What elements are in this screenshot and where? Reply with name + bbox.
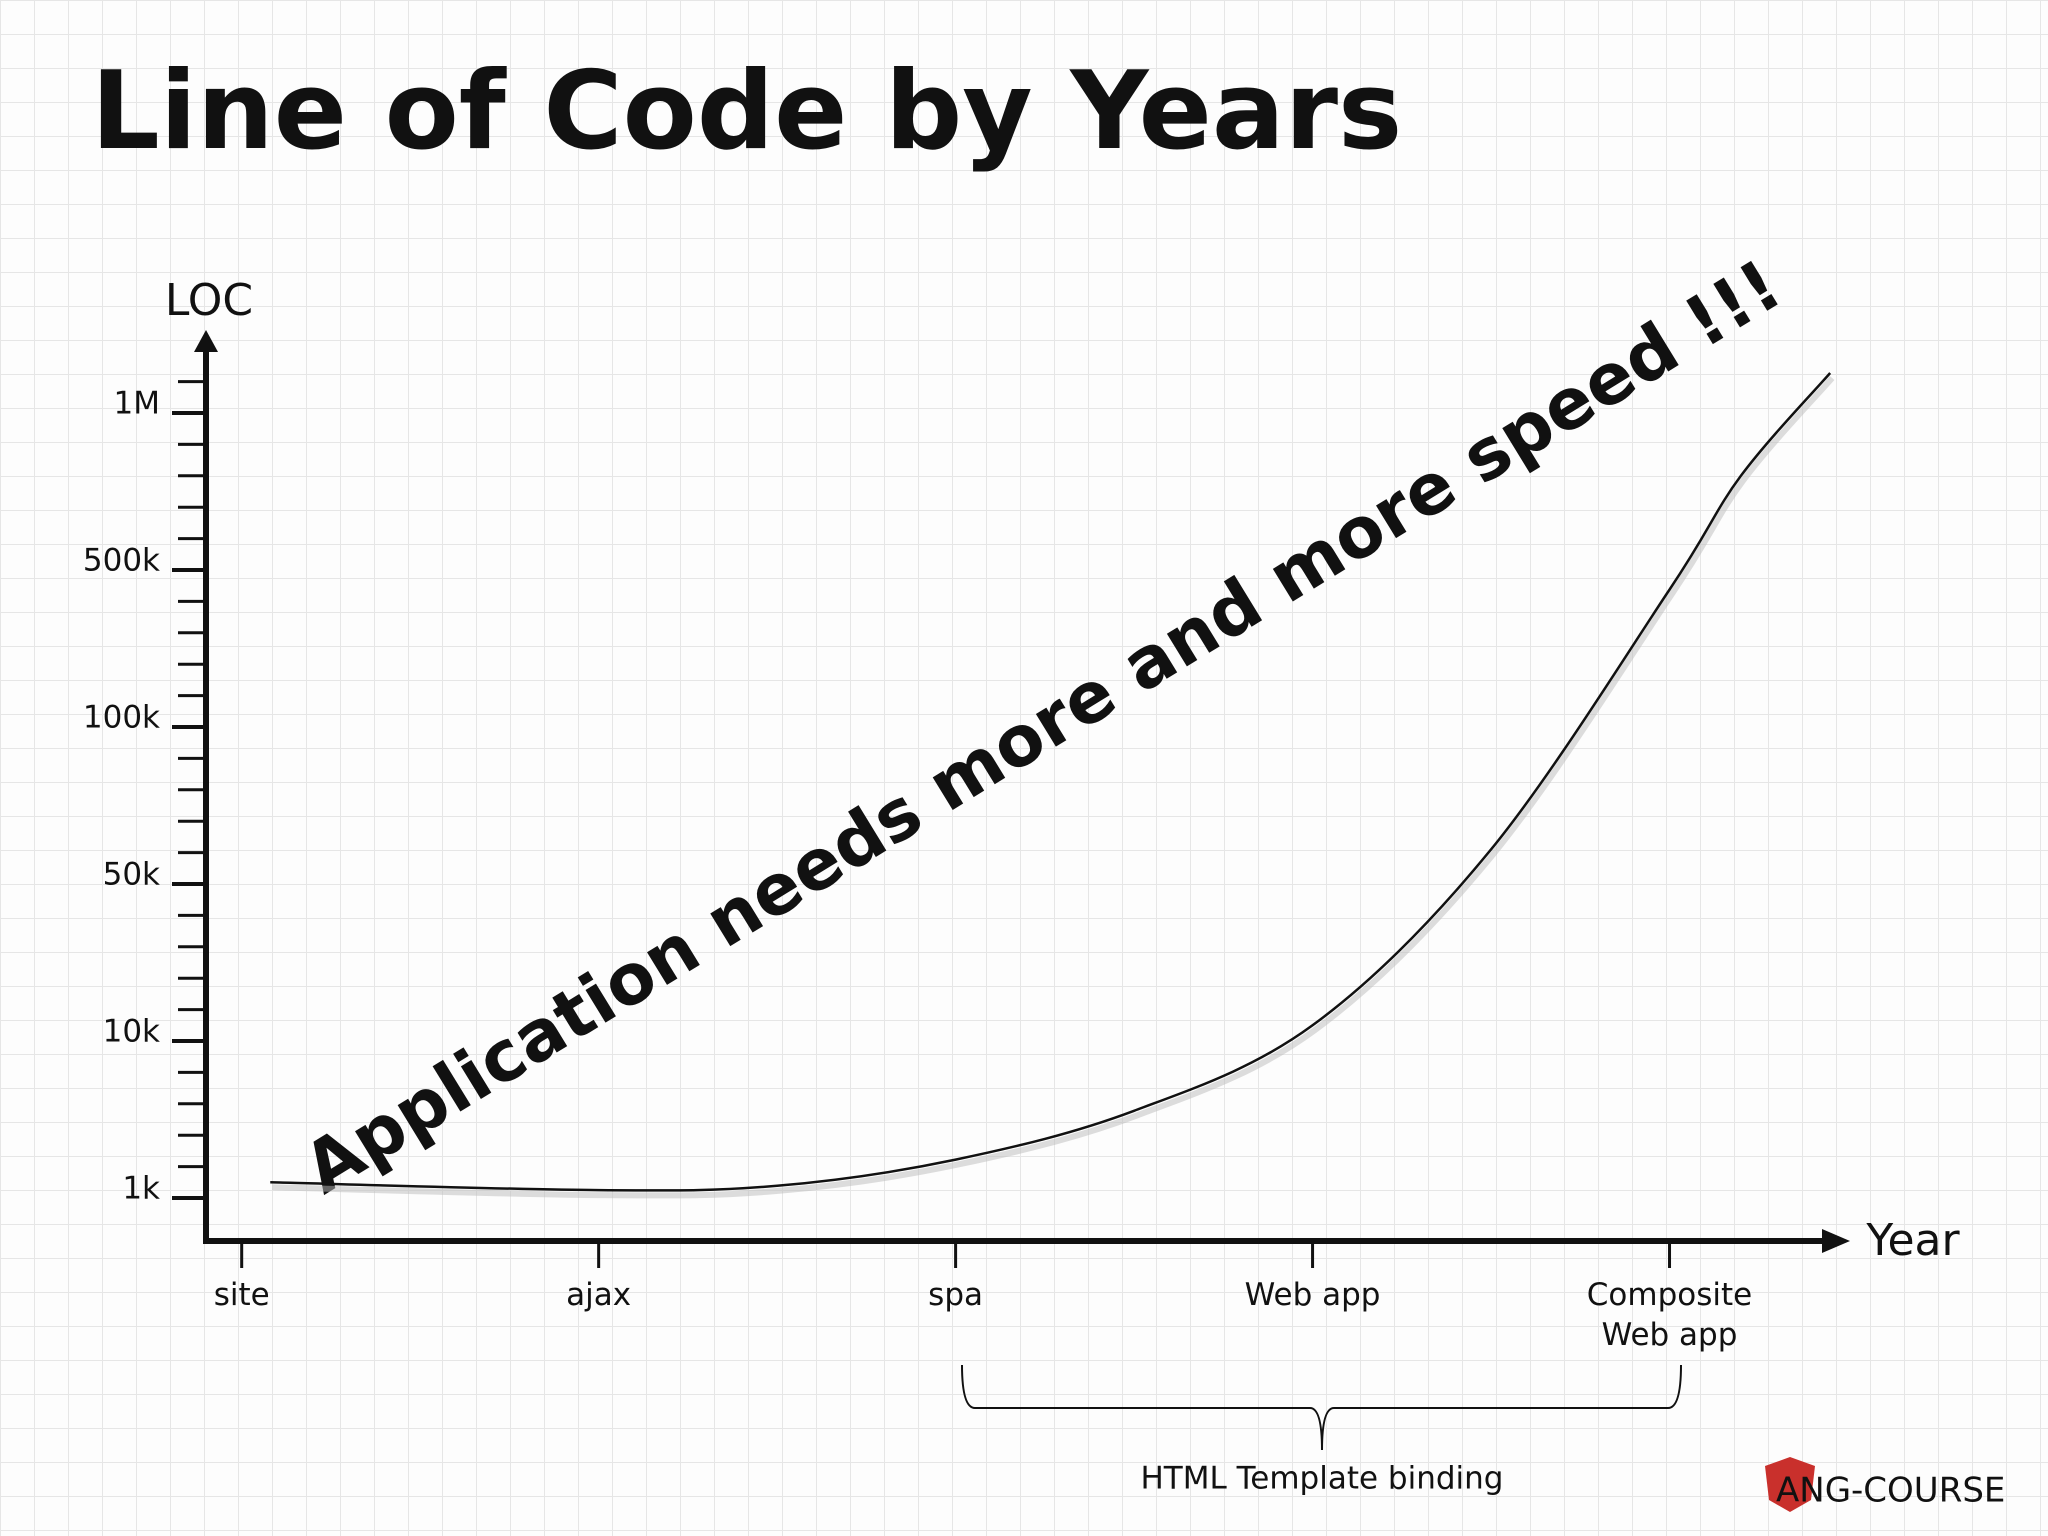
x-axis-label: Year bbox=[1865, 1215, 1960, 1266]
y-axis-arrow bbox=[194, 330, 218, 352]
bracket-label: HTML Template binding bbox=[1141, 1461, 1504, 1497]
logo: ANG-COURSE bbox=[1776, 1471, 2005, 1511]
bracket bbox=[961, 1364, 1682, 1451]
y-tick-label: 100k bbox=[83, 700, 160, 736]
x-tick-label: ajax bbox=[566, 1277, 632, 1313]
annotation: Application needs more and more speed !!… bbox=[290, 244, 1795, 1210]
y-tick-label: 10k bbox=[103, 1014, 160, 1050]
line bbox=[270, 372, 1832, 1192]
x-tick-label: Web app bbox=[1244, 1277, 1381, 1313]
x-axis-arrow bbox=[1822, 1229, 1850, 1253]
y-tick-label: 50k bbox=[103, 857, 160, 893]
y-tick-label: 500k bbox=[83, 543, 160, 579]
x-tick-label: site bbox=[213, 1277, 270, 1313]
chart-title: Line of Code by Years bbox=[91, 49, 1402, 174]
curve-shadow bbox=[272, 376, 1835, 1199]
logo-shield bbox=[1765, 1457, 1815, 1512]
y-tick-label: 1M bbox=[114, 386, 160, 422]
y-axis-label: LOC bbox=[165, 275, 253, 326]
x-tick-label: Composite Web app bbox=[1586, 1277, 1753, 1353]
x-tick-label: spa bbox=[928, 1277, 983, 1313]
y-tick-label: 1k bbox=[122, 1171, 160, 1207]
